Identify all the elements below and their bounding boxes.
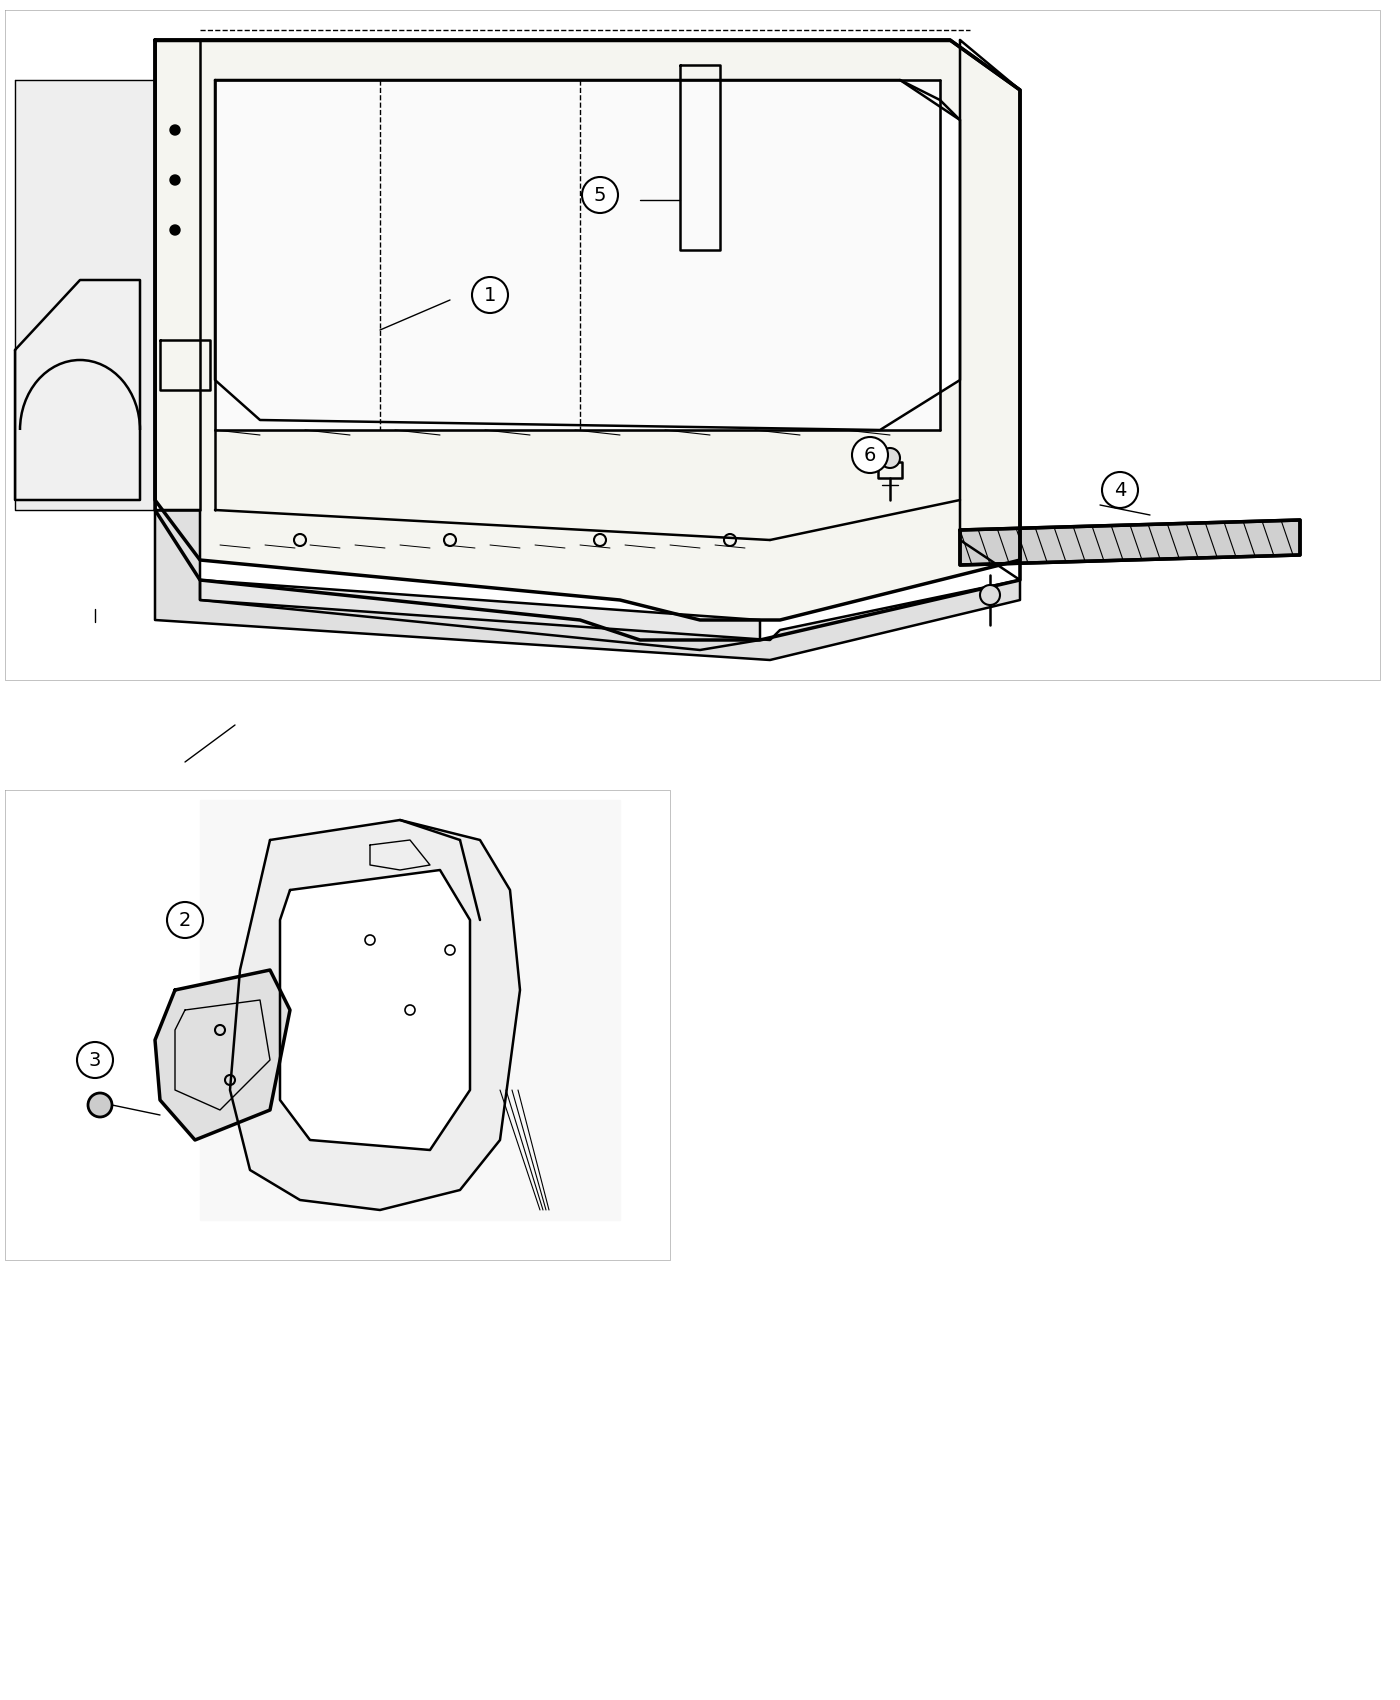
Polygon shape — [15, 280, 140, 500]
Circle shape — [169, 175, 181, 185]
Circle shape — [472, 277, 508, 313]
Text: 1: 1 — [484, 286, 496, 304]
Polygon shape — [216, 80, 960, 430]
Polygon shape — [960, 520, 1301, 564]
Circle shape — [881, 449, 900, 468]
Circle shape — [88, 1093, 112, 1117]
Text: 6: 6 — [864, 445, 876, 464]
Polygon shape — [200, 580, 760, 649]
Polygon shape — [280, 870, 470, 1149]
Polygon shape — [155, 971, 290, 1141]
Circle shape — [169, 224, 181, 235]
Circle shape — [167, 903, 203, 938]
Circle shape — [980, 585, 1000, 605]
Polygon shape — [15, 80, 155, 510]
Circle shape — [582, 177, 617, 212]
Text: 2: 2 — [179, 911, 192, 930]
Polygon shape — [155, 41, 1021, 620]
Text: 5: 5 — [594, 185, 606, 204]
Circle shape — [853, 437, 888, 473]
Polygon shape — [230, 819, 519, 1210]
Circle shape — [169, 126, 181, 134]
Circle shape — [1102, 473, 1138, 508]
Text: 4: 4 — [1114, 481, 1126, 500]
Polygon shape — [200, 801, 620, 1221]
Polygon shape — [216, 80, 939, 430]
Polygon shape — [155, 510, 1021, 660]
Circle shape — [77, 1042, 113, 1078]
Text: 3: 3 — [88, 1051, 101, 1069]
